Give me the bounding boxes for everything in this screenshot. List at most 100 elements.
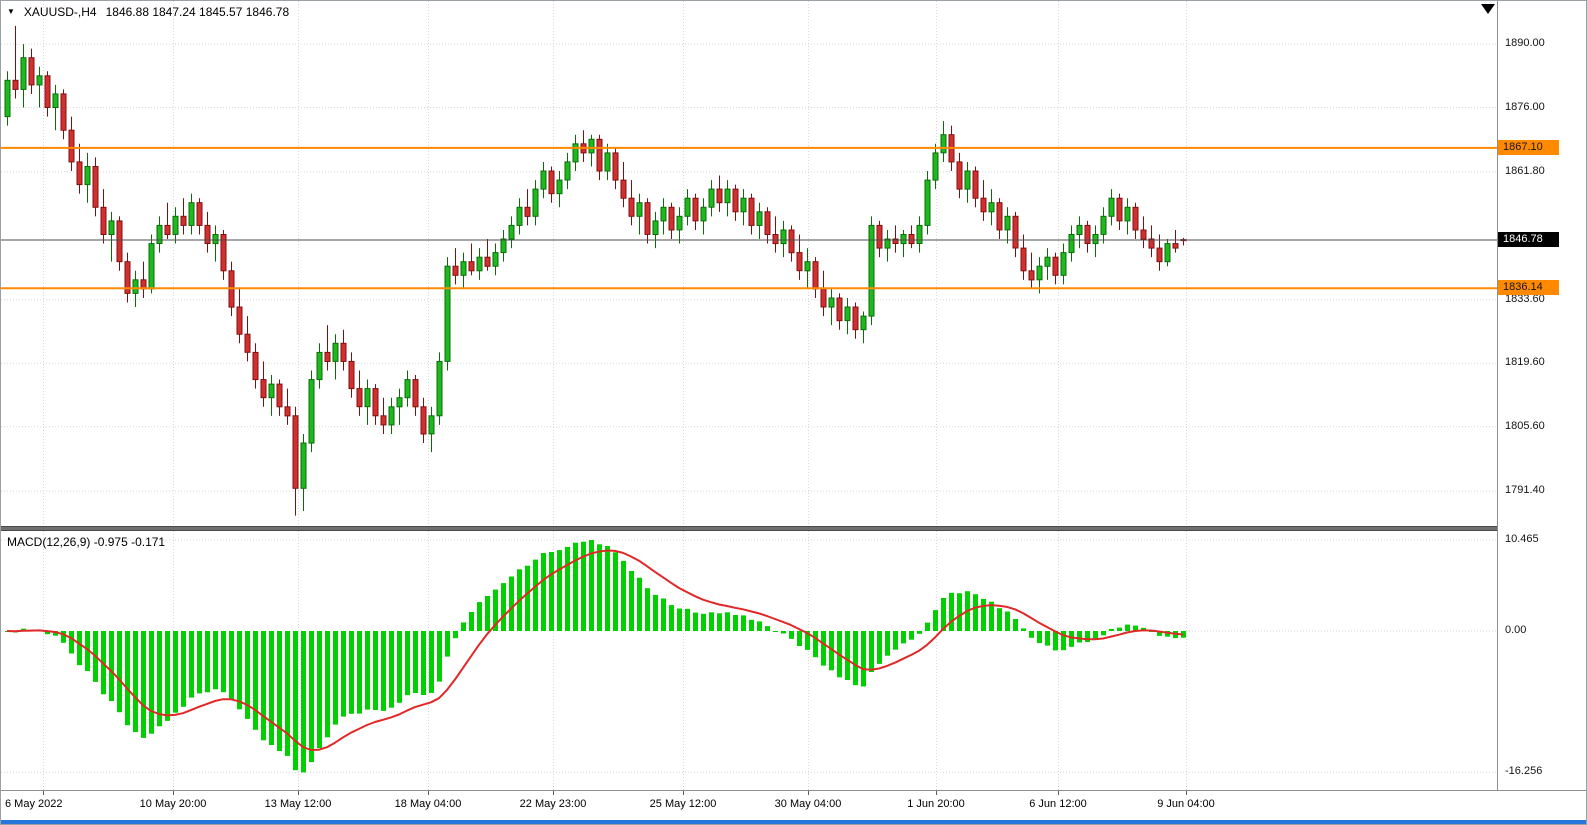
main-chart-area[interactable]: ▼ XAUUSD-,H4 1846.88 1847.24 1845.57 184… <box>1 1 1497 526</box>
candle-body <box>508 224 515 240</box>
one-click-trading-toggle-icon[interactable]: ▼ <box>7 7 15 16</box>
macd-histogram-bar <box>77 631 82 666</box>
time-axis[interactable]: 6 May 2022 10 May 20:00 13 May 12:00 18 May… <box>1 790 1586 820</box>
macd-histogram-bar <box>1005 611 1010 631</box>
candle-body <box>708 188 715 208</box>
candle-body <box>268 383 275 399</box>
candle-body <box>380 415 387 426</box>
candle-body <box>820 288 827 308</box>
time-axis-label: 6 Jun 12:00 <box>1029 798 1087 810</box>
time-axis-label: 25 May 12:00 <box>649 798 717 810</box>
macd-panel[interactable]: MACD(12,26,9) -0.975 -0.171 <box>1 531 1497 790</box>
macd-histogram-bar <box>1181 631 1186 638</box>
candle-body <box>860 315 867 331</box>
price-scale-label: 1791.40 <box>1505 484 1545 497</box>
time-tick-mark <box>808 791 809 795</box>
hline-price-badge[interactable]: 1836.14 <box>1498 280 1559 296</box>
candle-body <box>460 261 467 276</box>
candle-body <box>348 360 355 390</box>
macd-histogram-bar <box>125 631 130 726</box>
candle-body <box>108 220 115 235</box>
macd-histogram-bar <box>869 631 874 672</box>
time-tick-mark <box>553 791 554 795</box>
macd-histogram-bar <box>1029 631 1034 638</box>
candle-body <box>436 360 443 417</box>
candle-body <box>1020 247 1027 272</box>
candle-body <box>676 215 683 231</box>
macd-histogram-bar <box>1061 631 1066 651</box>
candle-body <box>908 234 915 245</box>
hline-price-badge[interactable]: 1867.10 <box>1498 139 1559 155</box>
candle-body <box>180 215 187 226</box>
current-price-badge: 1846.78 <box>1498 232 1559 247</box>
macd-histogram-bar <box>221 631 226 693</box>
panel-divider[interactable] <box>1 526 1497 531</box>
macd-histogram-bar <box>1077 631 1082 643</box>
macd-histogram-bar <box>797 631 802 646</box>
candle-body <box>1052 256 1059 276</box>
candle-body <box>700 206 707 222</box>
candle-body <box>972 170 979 199</box>
candle-body <box>68 129 75 163</box>
candle-body <box>660 206 667 222</box>
candle-body <box>1164 243 1171 263</box>
ohlc-values: 1846.88 1847.24 1845.57 1846.78 <box>105 5 290 19</box>
candle-body <box>724 188 731 204</box>
candle-body <box>1060 252 1067 276</box>
candle-body <box>316 351 323 381</box>
macd-histogram-bar <box>421 631 426 695</box>
candle-body <box>444 265 451 362</box>
candle-body <box>92 166 99 208</box>
macd-histogram-bar <box>997 608 1002 631</box>
candle-body <box>844 306 851 322</box>
candle-body <box>484 256 491 267</box>
candle-body <box>452 265 459 276</box>
candle-body <box>740 197 747 213</box>
price-scale-label: 1861.80 <box>1505 164 1545 177</box>
candle-body <box>684 197 691 217</box>
candle-body <box>572 143 579 163</box>
candle-body <box>916 224 923 244</box>
candle-body <box>900 234 907 245</box>
time-tick-mark <box>43 791 44 795</box>
macd-histogram-bar <box>413 631 418 693</box>
candle-body <box>596 138 603 172</box>
candle-body <box>564 161 571 181</box>
chart-shift-marker-icon[interactable] <box>1481 4 1495 14</box>
macd-histogram-bar <box>253 631 258 730</box>
macd-histogram-bar <box>629 571 634 631</box>
candle-body <box>340 342 347 362</box>
macd-histogram-bar <box>317 631 322 749</box>
candle-body <box>372 388 379 417</box>
candle-body <box>420 406 427 435</box>
candle-body <box>924 179 931 226</box>
candle-body <box>1132 206 1139 231</box>
candle-body <box>428 415 435 435</box>
candle-body <box>812 261 819 290</box>
macd-histogram-bar <box>853 631 858 686</box>
price-chart-canvas[interactable] <box>1 1 1497 526</box>
candle-body <box>652 220 659 235</box>
macd-histogram-bar <box>525 565 530 631</box>
candle-body <box>1172 243 1179 249</box>
macd-histogram-bar <box>941 597 946 631</box>
candle-body <box>164 224 171 235</box>
macd-chart-canvas[interactable] <box>1 531 1497 790</box>
candle-body <box>532 188 539 217</box>
macd-histogram-bar <box>373 631 378 710</box>
macd-histogram-bar <box>333 631 338 725</box>
macd-histogram-bar <box>461 622 466 631</box>
candle-body <box>404 379 411 399</box>
price-scale-label: 1805.60 <box>1505 419 1545 432</box>
macd-histogram-bar <box>325 631 330 738</box>
price-scale[interactable]: 1890.00 1876.00 1861.80 1833.60 1819.60 1805.… <box>1497 1 1586 820</box>
macd-histogram-bar <box>565 546 570 631</box>
macd-histogram-bar <box>365 631 370 710</box>
macd-histogram-bar <box>261 631 266 741</box>
candle-body <box>988 202 995 213</box>
macd-histogram-bar <box>285 631 290 756</box>
macd-histogram-bar <box>1157 631 1162 636</box>
macd-histogram-bar <box>1141 627 1146 631</box>
candle-body <box>764 211 771 236</box>
candle-body <box>12 79 19 90</box>
